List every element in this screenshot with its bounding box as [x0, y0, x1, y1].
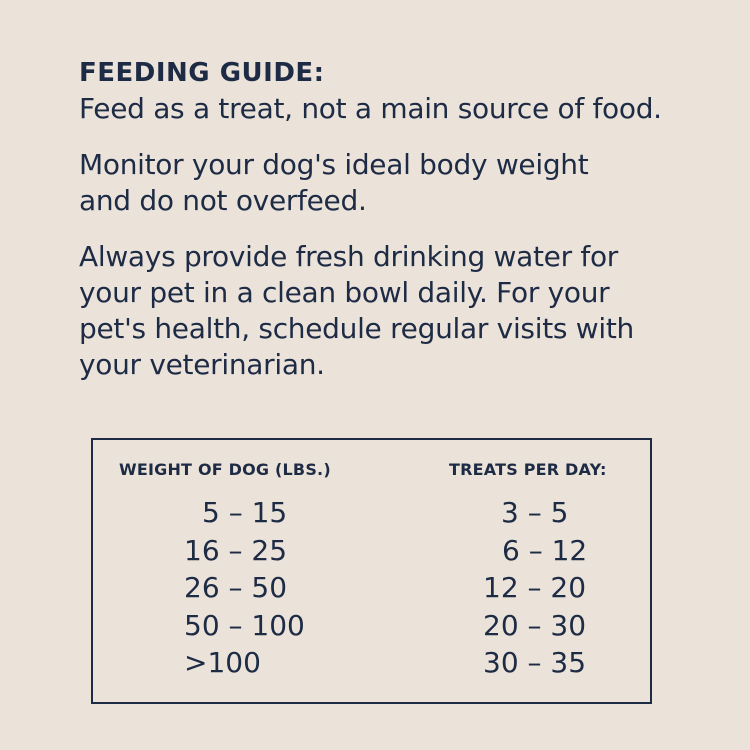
table-row: 5 – 15 3 – 5 [93, 494, 650, 532]
treats-cell: 6 – 12 [502, 533, 588, 567]
treat-note: Feed as a treat, not a main source of fo… [79, 92, 662, 125]
treats-cell: 12 – 20 [483, 571, 587, 604]
treats-cell: 30 – 35 [483, 646, 587, 679]
table-row: 50 – 100 20 – 30 [93, 607, 650, 645]
weight-column-header: WEIGHT OF DOG (LBS.) [119, 460, 331, 479]
weight-cell: 50 – 100 [184, 608, 305, 642]
weight-cell: 16 – 25 [184, 533, 288, 567]
treats-cell: 20 – 30 [483, 608, 587, 642]
table-row: >100 30 – 35 [93, 644, 650, 682]
treats-cell: 3 – 5 [501, 496, 569, 529]
table-row: 26 – 50 12 – 20 [93, 569, 650, 607]
weight-cell: 5 – 15 [202, 496, 288, 529]
water-note: Always provide fresh drinking water for … [79, 240, 634, 381]
weight-cell: >100 [184, 646, 261, 679]
feeding-guide-heading: FEEDING GUIDE: [79, 58, 325, 88]
weight-cell: 26 – 50 [184, 571, 288, 604]
weight-note: Monitor your dog's ideal body weight and… [79, 148, 589, 217]
feeding-table: WEIGHT OF DOG (LBS.) TREATS PER DAY: 5 –… [91, 438, 652, 704]
table-row: 16 – 25 6 – 12 [93, 532, 650, 570]
table-rows: 5 – 15 3 – 5 16 – 25 6 – 12 26 – 50 12 –… [93, 494, 650, 682]
treats-column-header: TREATS PER DAY: [449, 460, 607, 479]
feeding-guide: FEEDING GUIDE: Feed as a treat, not a ma… [79, 55, 699, 403]
